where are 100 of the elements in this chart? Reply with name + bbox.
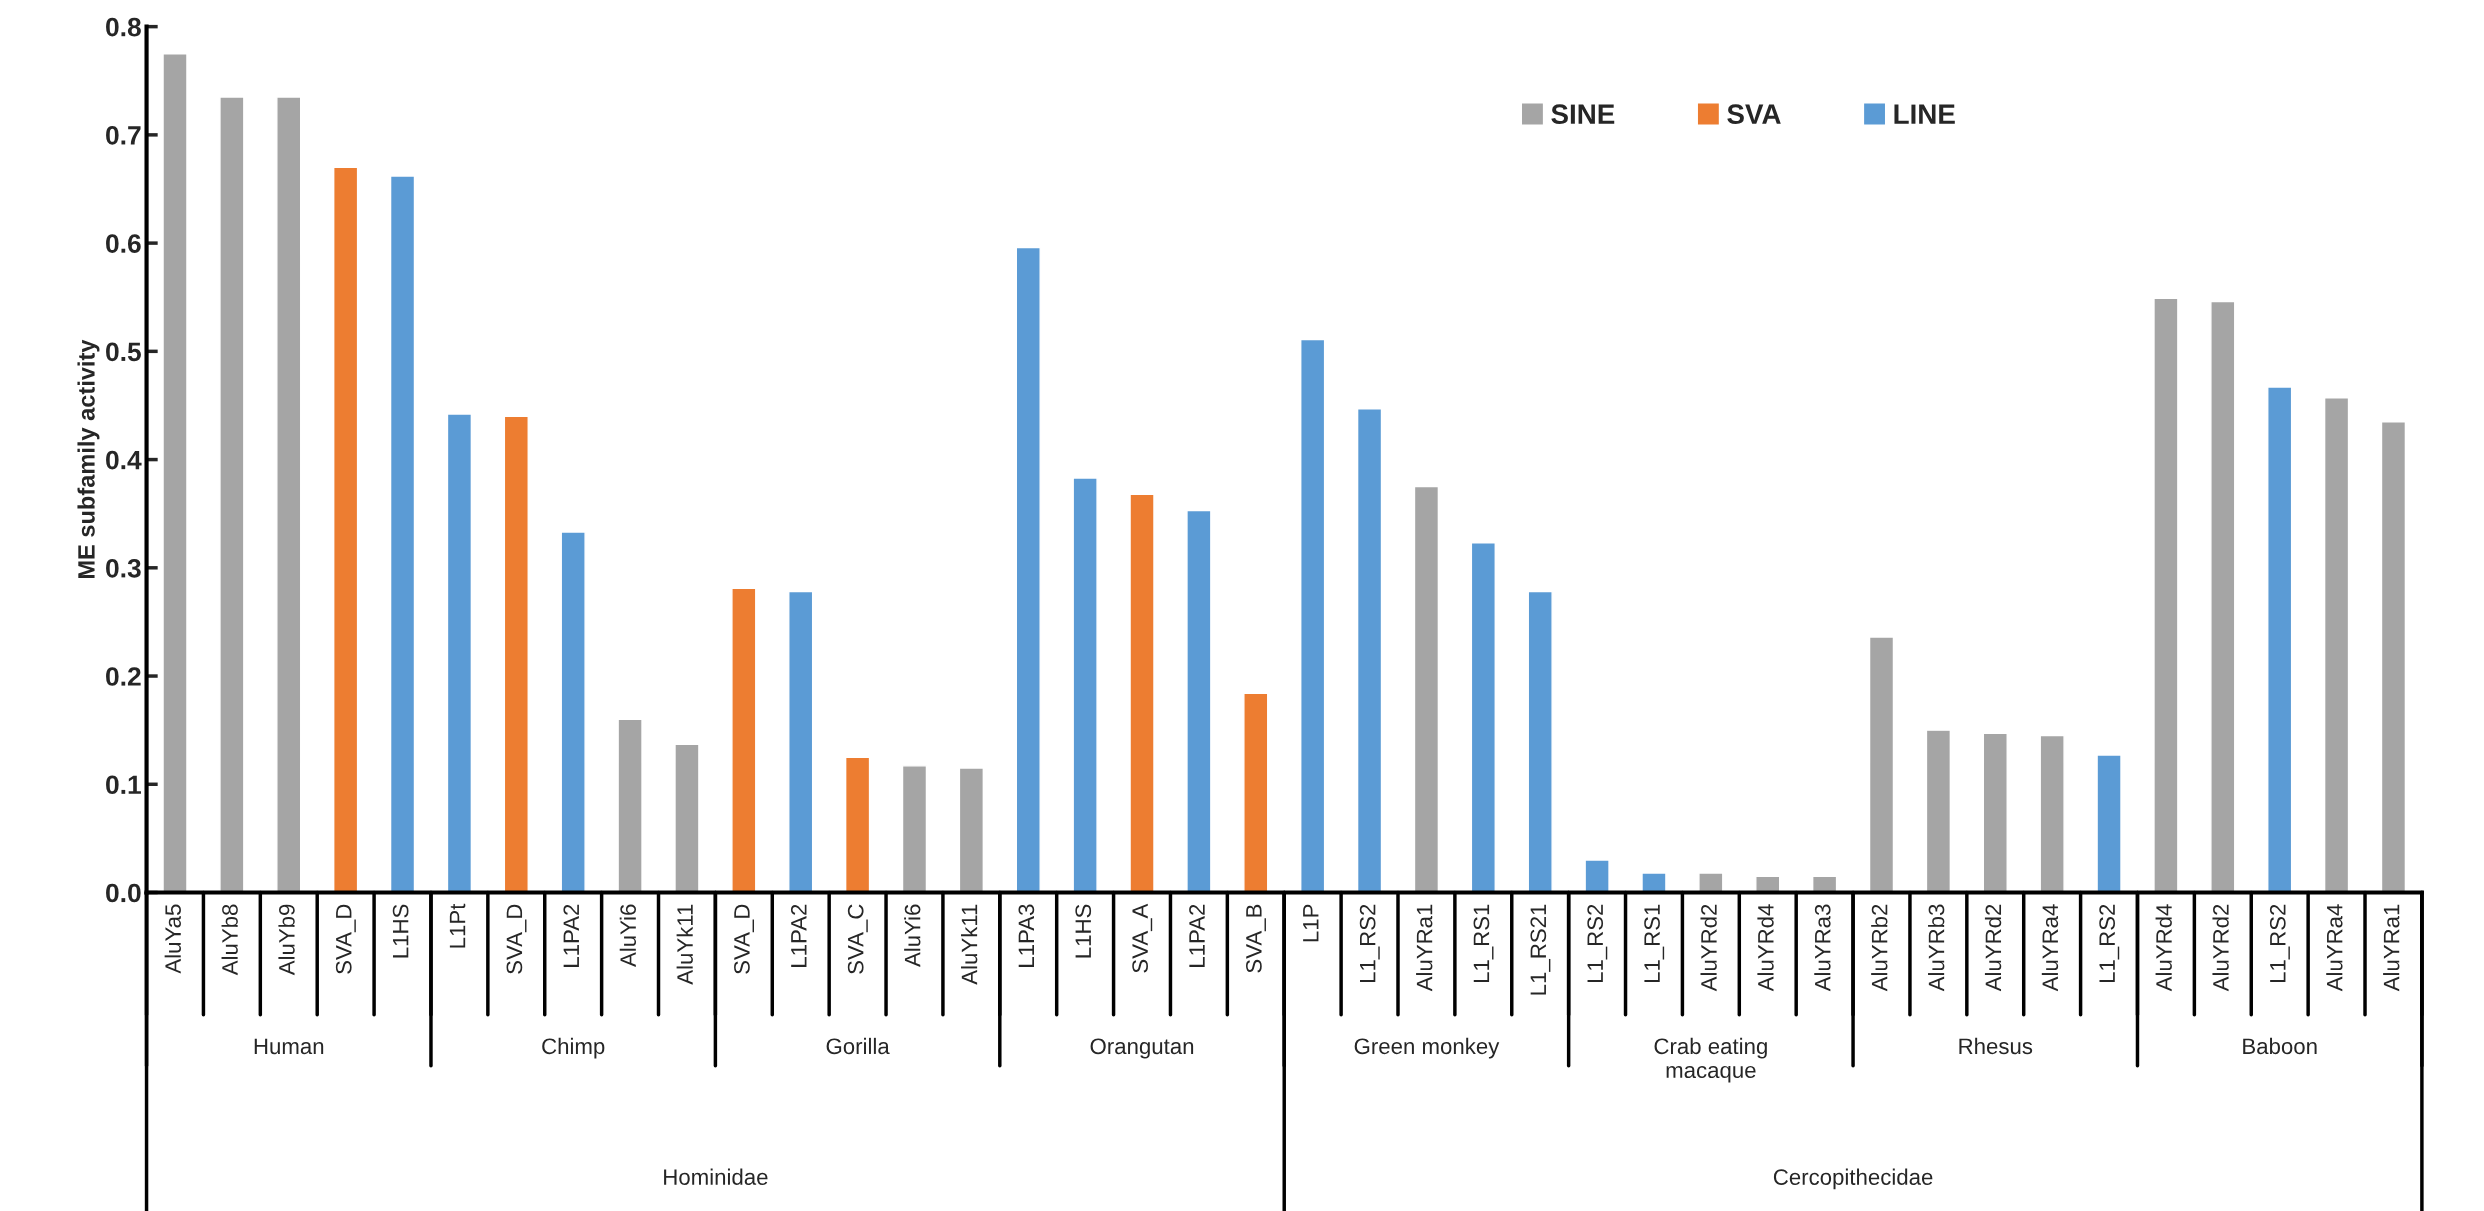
y-tick-label: 0.6 [106, 234, 141, 253]
x-tick-label: AluYRa4 [2326, 904, 2343, 992]
bar [844, 756, 871, 893]
x-tick-label: AluYb8 [221, 904, 238, 976]
bar [617, 718, 643, 893]
x-tick-label: L1_RS1 [1473, 904, 1494, 983]
x-tick-label: AluYRd2 [1984, 904, 2002, 992]
x-tick-label: AluYk11 [961, 904, 978, 985]
x-tick-label: AluYRd2 [2212, 904, 2229, 992]
x-tick-label: AluYRa1 [1416, 904, 1433, 992]
x-tick-label: AluYRb3 [1928, 904, 1945, 992]
y-tick-label: 0.4 [106, 450, 142, 470]
bar [1470, 542, 1496, 893]
x-tick-label: AluYk11 [676, 904, 693, 985]
bar [162, 53, 188, 893]
bar [1982, 732, 2008, 893]
x-tick-label: SVA_D [335, 904, 356, 974]
bar [1356, 408, 1383, 893]
x-tick-label: L1HS [392, 904, 409, 958]
x-tick-label: SVA_B [1246, 904, 1266, 973]
y-tick-label: 0.7 [106, 126, 141, 145]
bar [1243, 692, 1269, 893]
x-tick-label: AluYa5 [164, 904, 181, 974]
x-tick-label: L1_RS2 [2269, 904, 2290, 983]
text: Human [254, 1038, 324, 1055]
x-tick-label: SVA_D [506, 904, 527, 974]
x-tick-label: AluYRd4 [1757, 904, 1774, 992]
text: Hominidae [664, 1168, 768, 1185]
bar [1300, 338, 1326, 893]
bar [560, 531, 586, 893]
legend-label: SVA [1727, 104, 1781, 124]
legend-label: LINE [1894, 104, 1955, 124]
bar [2153, 297, 2179, 893]
bar [219, 96, 245, 893]
x-tick-label: AluYRa1 [2383, 904, 2400, 992]
bar [2267, 386, 2293, 893]
x-tick-label: L1_RS2 [1359, 904, 1380, 983]
text: Cercopithecidae [1773, 1168, 1933, 1190]
bar [1413, 485, 1440, 893]
x-tick-label: AluYRb2 [1871, 904, 1888, 992]
bar [1641, 872, 1667, 893]
x-tick-label: L1_RS1 [1644, 904, 1665, 983]
bar [1072, 477, 1098, 893]
bar [1527, 590, 1553, 893]
bar [2323, 397, 2350, 893]
bar [333, 166, 359, 893]
y-tick-label: 0.8 [106, 17, 141, 37]
bar [276, 96, 302, 893]
bar [674, 743, 700, 893]
x-tick-label: L1_RS2 [1587, 904, 1608, 983]
y-tick-label: 0.1 [106, 775, 141, 795]
bar [389, 175, 416, 893]
x-tick-label: SVA_A [1132, 903, 1153, 973]
bar [788, 590, 814, 893]
text: Crab eating macaque [1654, 1037, 1767, 1083]
x-tick-label: SVA_C [847, 904, 868, 974]
x-tick-label: AluYb9 [278, 904, 295, 976]
x-tick-label: L1_RS21 [1530, 904, 1551, 995]
x-tick-label: L1HS [1075, 904, 1092, 958]
bar [1129, 493, 1155, 893]
x-tick-label: SVA_D [734, 904, 754, 974]
bar [1925, 729, 1952, 893]
y-axis-title: ME subfamily activity [77, 339, 100, 579]
x-tick-label: AluYRa3 [1814, 904, 1831, 992]
text: Rhesus [1959, 1037, 2033, 1055]
y-tick-label: 0.5 [106, 342, 141, 362]
bar [446, 413, 473, 893]
bar [1584, 859, 1610, 893]
text: Chimp [542, 1037, 605, 1059]
bar [2210, 300, 2236, 893]
x-tick-label: L1PA2 [1189, 904, 1205, 967]
x-tick-label: AluYRa4 [2041, 904, 2059, 992]
bar [901, 765, 928, 893]
y-tick-label: 0.2 [106, 667, 141, 686]
text: Orangutan [1090, 1038, 1194, 1059]
x-tick-label: L1PA2 [790, 904, 807, 967]
text: Green monkey [1354, 1037, 1500, 1059]
y-tick-label: 0.0 [106, 883, 141, 903]
bar [2039, 734, 2065, 893]
x-tick-label: AluYi6 [904, 904, 921, 967]
x-tick-label: AluYRd2 [1700, 904, 1717, 992]
bar [2380, 420, 2407, 893]
y-tick-label: 0.3 [106, 558, 141, 578]
text: Baboon [2243, 1037, 2317, 1055]
x-tick-label: AluYi6 [619, 904, 637, 967]
x-tick-label: L1PA2 [563, 904, 579, 967]
bar [2096, 754, 2122, 893]
text: Gorilla [826, 1037, 890, 1055]
bar [1186, 509, 1212, 893]
bar [958, 767, 985, 893]
legend-label: SINE [1551, 104, 1615, 124]
x-tick-label: L1PA3 [1018, 904, 1035, 967]
bar [1015, 246, 1041, 893]
x-tick-label: AluYRd4 [2155, 904, 2172, 992]
bar [731, 587, 757, 893]
bar [1868, 636, 1895, 893]
x-tick-label: L1P [1303, 904, 1319, 942]
bar [503, 415, 529, 893]
x-tick-label: L1Pt [449, 903, 466, 948]
x-tick-label: L1_RS2 [2099, 904, 2120, 983]
